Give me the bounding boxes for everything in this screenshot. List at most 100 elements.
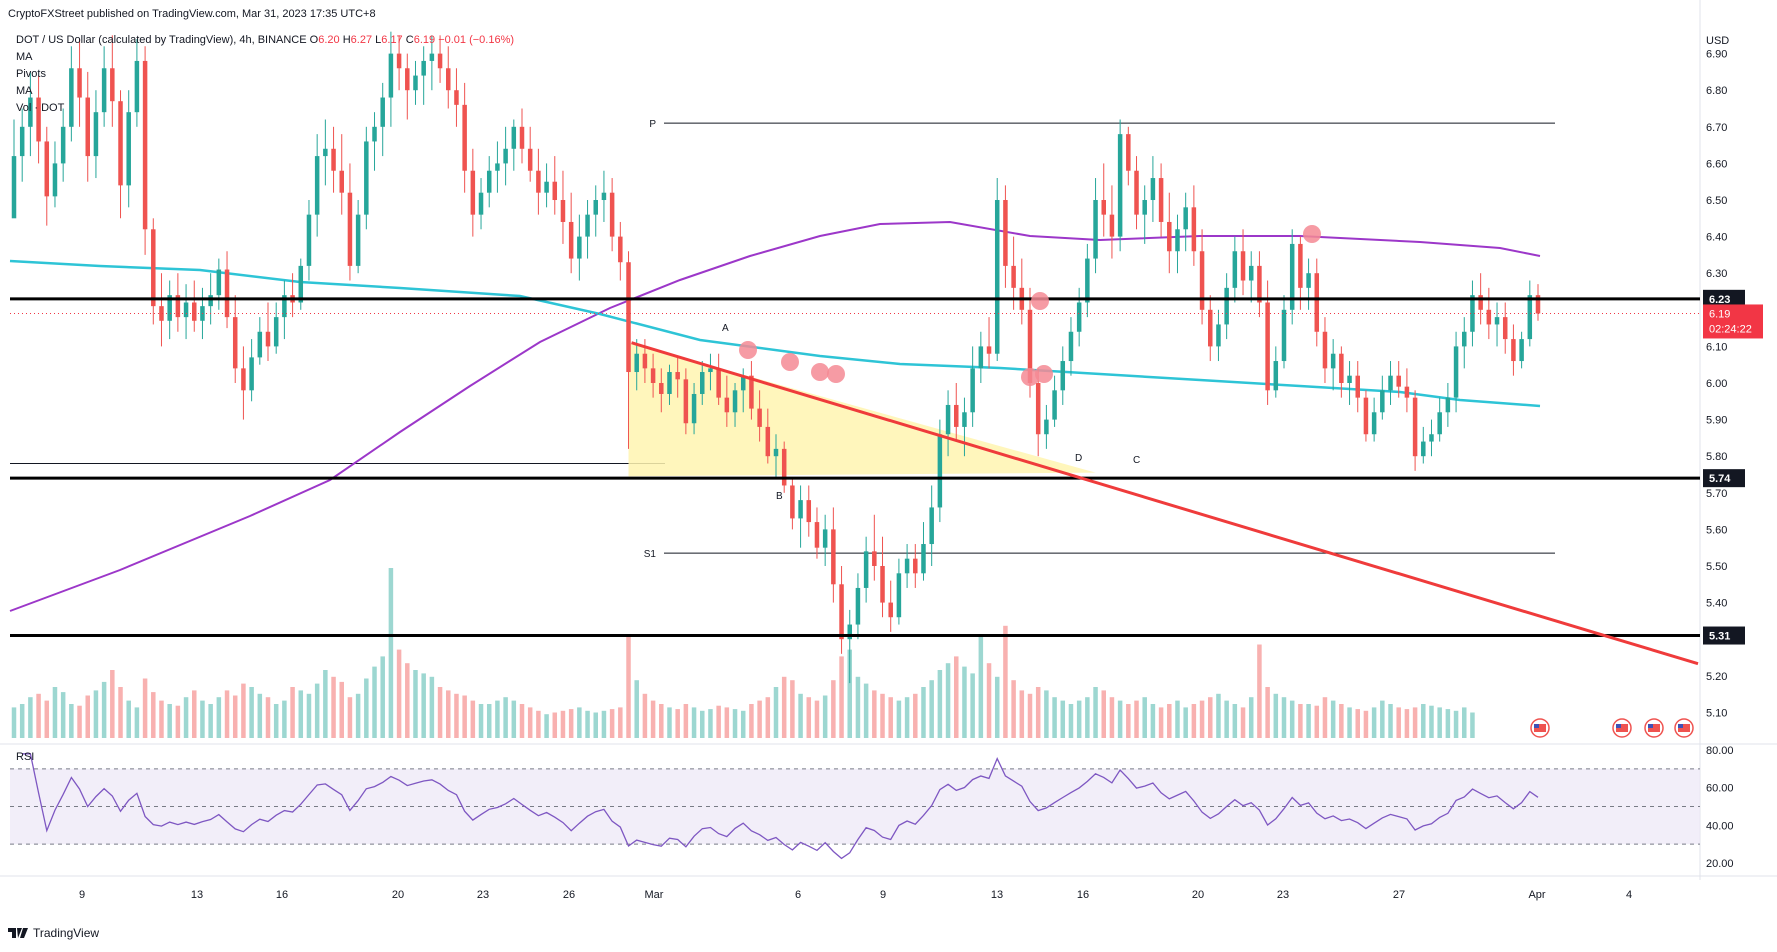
candle-body [257,331,263,358]
candle-body [994,200,1000,354]
candle-body [265,331,271,347]
candle-body [1027,309,1033,383]
low-label: L [375,34,382,46]
volume-bar [839,656,844,738]
candle-body [1314,273,1320,332]
candle-body [486,170,492,193]
volume-bar [339,681,344,738]
candle-body [388,53,394,98]
volume-bar [700,710,705,738]
volume-bar [314,683,320,738]
current-price-badge [1703,304,1763,339]
tradingview-brand[interactable]: TradingView [8,926,99,940]
candle-body [1273,361,1279,391]
candle-body [167,295,172,321]
volume-bar [872,690,877,738]
volume-bar [921,687,926,738]
touch-marker [781,353,799,371]
indicator-label-volume[interactable]: Vol · DOT [16,102,65,114]
volume-bar [470,700,476,738]
volume-bar [1109,697,1115,738]
indicator-label-ma-1[interactable]: MA [16,51,33,63]
volume-bar [1388,704,1393,738]
candle-body [1453,346,1459,398]
key-level-label: 5.31 [1709,631,1730,643]
volume-bar [1175,700,1180,738]
candle-body [241,368,246,391]
high-value: 6.27 [350,34,373,46]
candle-body [306,214,312,266]
candle-body [1142,200,1147,215]
volume-bar [642,693,648,738]
candle-body [1191,207,1197,252]
candle-body [1412,397,1418,457]
volume-bar [1412,707,1418,738]
rsi-line [22,753,1539,860]
candle-body [1044,419,1049,435]
indicator-label-pivots[interactable]: Pivots [16,68,46,80]
candle-body [560,200,566,222]
candle-body [1535,295,1541,314]
volume-bar [134,707,140,738]
candle-body [904,558,910,574]
candle-body [60,126,66,164]
candle-body [175,295,181,318]
candle-body [1478,295,1483,310]
candle-body [1306,273,1311,288]
volume-bar [208,704,213,738]
candle-body [118,101,123,186]
low-value: 6.17 [381,34,403,46]
volume-bar [454,693,459,738]
touch-marker [811,363,829,381]
volume-bar [405,663,410,738]
volume-bar [1462,707,1467,738]
candle-body [11,156,17,219]
volume-bar [1281,697,1287,738]
volume-bar [675,709,680,738]
candle-body [314,156,320,215]
touch-marker [827,365,845,383]
candle-body [1085,258,1090,303]
candle-body [36,97,41,142]
date-axis-tick: 16 [1077,889,1089,901]
candle-body [822,529,828,548]
candle-body [978,346,984,369]
candle-body [667,372,672,394]
volume-bar [929,680,934,738]
volume-bar [437,687,443,738]
volume-bar [650,700,656,738]
price-axis-tick: 5.70 [1706,488,1727,500]
volume-bar [503,697,508,738]
volume-bar [1085,697,1090,738]
date-axis-tick: Mar [645,889,664,901]
rsi-pane-label[interactable]: RSI [16,751,35,763]
volume-bar [110,670,115,738]
candle-body [183,302,189,318]
candle-body [1363,397,1369,435]
candle-body [1339,353,1344,383]
volume-bar [544,714,549,738]
volume-bar [724,707,730,738]
volume-bar [1011,680,1016,738]
candle-body [77,68,82,98]
volume-bar [1117,700,1123,738]
candle-body [1322,331,1328,369]
rsi-band [10,768,1700,845]
event-flag-icon [1612,718,1632,738]
volume-bar [429,676,435,738]
volume-bar [716,705,721,738]
candle-body [937,434,943,508]
candle-body [1011,265,1016,288]
current-price-countdown: 02:24:22 [1709,323,1752,335]
volume-bar [290,687,295,738]
volume-bar [421,673,426,738]
pivot-label: S1 [644,549,657,560]
volume-bar [601,710,607,738]
pattern-label-a: A [722,323,729,334]
candle-body [151,229,156,307]
candle-body [142,60,148,230]
candle-body [1437,412,1442,435]
volume-bar [486,704,492,738]
indicator-label-ma-2[interactable]: MA [16,85,33,97]
